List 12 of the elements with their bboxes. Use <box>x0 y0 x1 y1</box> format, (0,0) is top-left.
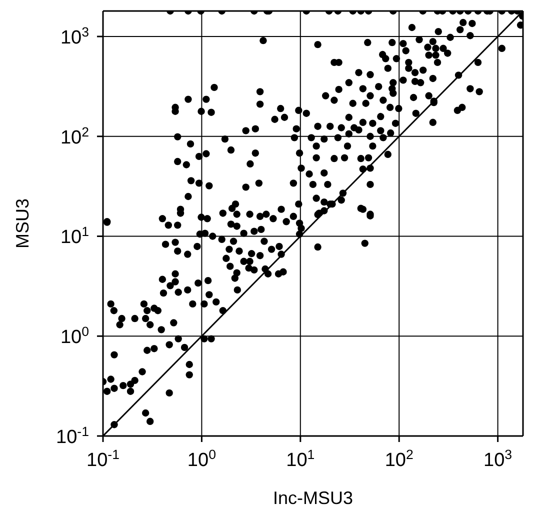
x-tick-label: 10$^{3}$ <box>484 446 512 471</box>
y-tick-label: 10$^{2}$ <box>60 124 89 148</box>
x-axis-title: Inc-MSU3 <box>272 488 354 508</box>
y-tick-label: 10$^{1}$ <box>60 224 89 248</box>
y-tick-label: 10$^{-1}$ <box>56 424 89 448</box>
y-tick-label: 10$^{0}$ <box>60 324 89 348</box>
x-tick-label: 10$^{2}$ <box>384 446 414 471</box>
x-tick-label: 10$^{0}$ <box>187 446 216 471</box>
y-tick-label: 10$^{3}$ <box>60 24 89 48</box>
x-tick-label: 10$^{1}$ <box>286 446 315 471</box>
y-axis-title: MSU3 <box>12 198 32 249</box>
x-tick-label: 10$^{-1}$ <box>86 446 120 471</box>
